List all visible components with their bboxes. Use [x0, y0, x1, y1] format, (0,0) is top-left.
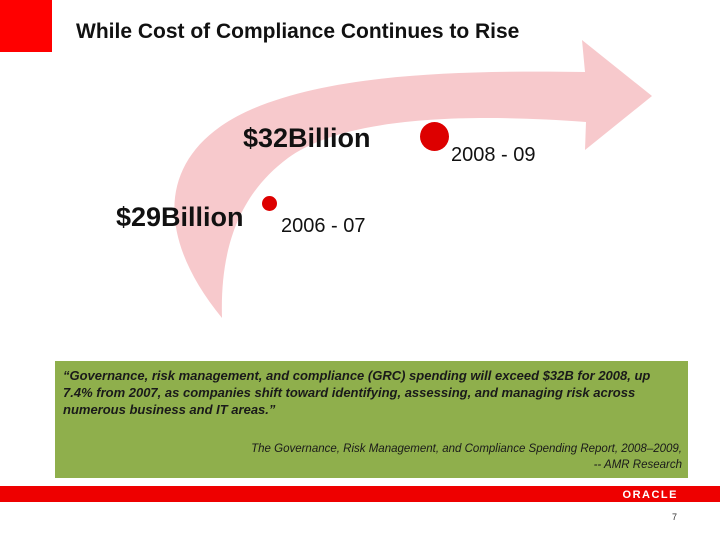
- quote-source: The Governance, Risk Management, and Com…: [122, 441, 682, 473]
- rising-arrow-icon: [174, 40, 653, 318]
- period-label-2008: 2008 - 09: [451, 144, 536, 166]
- data-point-2006: [262, 196, 277, 211]
- source-title: The Governance, Risk Management, and Com…: [251, 443, 682, 455]
- value-label-2006: $29Billion: [116, 202, 244, 232]
- page-number: 7: [672, 512, 678, 522]
- footer-bar: [0, 486, 720, 502]
- period-label-2006: 2006 - 07: [281, 215, 366, 237]
- source-author: -- AMR Research: [593, 459, 682, 471]
- slide-title: While Cost of Compliance Continues to Ri…: [76, 20, 520, 43]
- quote-box: “Governance, risk management, and compli…: [55, 361, 688, 478]
- oracle-logo: ORACLE: [622, 489, 678, 501]
- quote-text: “Governance, risk management, and compli…: [63, 368, 651, 417]
- data-point-2008: [420, 122, 449, 151]
- value-label-2008: $32Billion: [243, 123, 371, 153]
- red-corner-block: [0, 0, 52, 52]
